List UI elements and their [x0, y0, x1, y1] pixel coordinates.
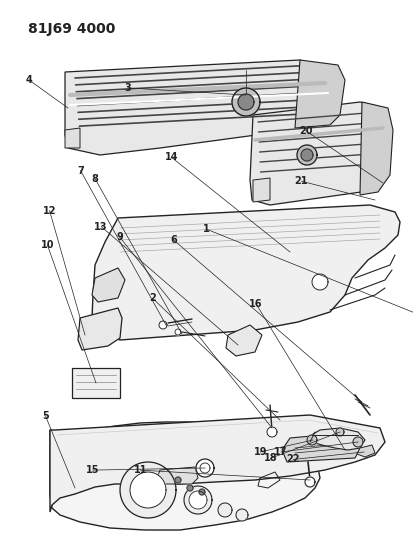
Text: 15: 15 — [86, 465, 100, 475]
Polygon shape — [232, 88, 260, 116]
Polygon shape — [199, 489, 205, 495]
Polygon shape — [120, 462, 176, 518]
Polygon shape — [175, 329, 181, 335]
Polygon shape — [187, 485, 193, 491]
Text: 12: 12 — [43, 206, 56, 215]
Text: 5: 5 — [42, 411, 49, 421]
Text: 4: 4 — [26, 75, 32, 85]
Text: 6: 6 — [170, 235, 177, 245]
Polygon shape — [72, 368, 120, 398]
Polygon shape — [78, 308, 122, 350]
Text: 13: 13 — [95, 222, 108, 231]
Polygon shape — [282, 432, 362, 462]
Polygon shape — [357, 445, 375, 457]
Polygon shape — [92, 205, 400, 340]
Text: 8: 8 — [92, 174, 98, 183]
Polygon shape — [297, 145, 317, 165]
Text: 20: 20 — [299, 126, 312, 135]
Polygon shape — [305, 477, 315, 487]
Polygon shape — [196, 459, 214, 477]
Text: 81J69 4000: 81J69 4000 — [28, 22, 115, 36]
Polygon shape — [200, 463, 210, 473]
Polygon shape — [295, 60, 345, 128]
Text: 21: 21 — [295, 176, 308, 186]
Polygon shape — [250, 102, 390, 205]
Polygon shape — [238, 94, 254, 110]
Polygon shape — [92, 268, 125, 302]
Text: 22: 22 — [287, 455, 300, 464]
Text: 1: 1 — [203, 224, 210, 234]
Text: 16: 16 — [249, 299, 263, 309]
Text: 10: 10 — [41, 240, 54, 250]
Polygon shape — [353, 437, 363, 447]
Text: 3: 3 — [125, 83, 131, 93]
Text: 14: 14 — [165, 152, 178, 162]
Polygon shape — [50, 422, 320, 530]
Polygon shape — [65, 60, 340, 155]
Text: 7: 7 — [77, 166, 84, 175]
Polygon shape — [307, 435, 317, 445]
Polygon shape — [50, 415, 385, 512]
Polygon shape — [226, 325, 262, 356]
Text: 2: 2 — [150, 294, 156, 303]
Polygon shape — [236, 509, 248, 521]
Polygon shape — [301, 149, 313, 161]
Polygon shape — [308, 428, 365, 450]
Polygon shape — [157, 467, 198, 484]
Polygon shape — [312, 274, 328, 290]
Text: 19: 19 — [254, 447, 267, 457]
Polygon shape — [130, 472, 166, 508]
Text: 18: 18 — [264, 454, 277, 463]
Polygon shape — [175, 477, 181, 483]
Polygon shape — [253, 178, 270, 202]
Polygon shape — [336, 428, 344, 436]
Polygon shape — [218, 503, 232, 517]
Polygon shape — [360, 102, 393, 195]
Polygon shape — [189, 491, 207, 509]
Polygon shape — [65, 128, 80, 148]
Text: 11: 11 — [134, 465, 147, 475]
Polygon shape — [159, 321, 167, 329]
Polygon shape — [184, 486, 212, 514]
Text: 17: 17 — [274, 447, 287, 457]
Text: 9: 9 — [116, 232, 123, 242]
Polygon shape — [267, 427, 277, 437]
